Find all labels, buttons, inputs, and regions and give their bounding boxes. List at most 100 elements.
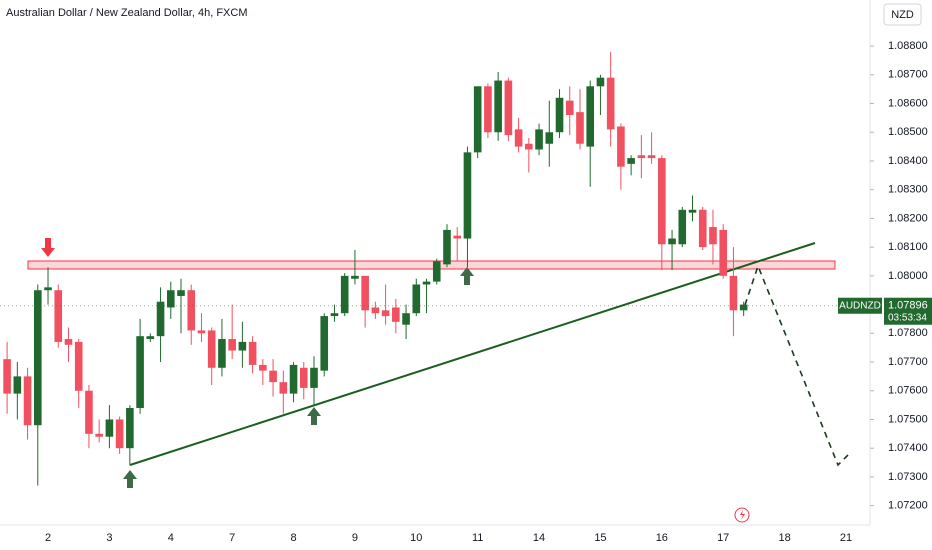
y-tick-label: 1.08800 [888, 40, 928, 52]
candle-body [146, 336, 155, 340]
candle-body [647, 155, 656, 159]
x-tick-label: 21 [840, 532, 852, 544]
y-tick-label: 1.07400 [888, 442, 928, 454]
candle-body [299, 367, 308, 388]
candle-body [218, 339, 226, 368]
candle-body [361, 275, 369, 311]
resistance-zone [27, 260, 836, 270]
candle-body [115, 419, 124, 449]
candle-body [33, 290, 42, 426]
x-tick-label: 14 [533, 532, 545, 544]
candle-body [381, 310, 390, 317]
candle-body [197, 330, 206, 334]
candle-body [504, 80, 513, 136]
candle-body [310, 367, 318, 388]
x-tick-label: 4 [168, 532, 174, 544]
candle-body [494, 80, 502, 133]
candle-body [596, 77, 605, 87]
y-tick-label: 1.08700 [888, 69, 928, 81]
candle-body [95, 433, 103, 437]
candle-body [54, 290, 63, 342]
candle-body [709, 227, 717, 245]
projection-line [744, 263, 849, 467]
candle-body [688, 209, 697, 213]
x-tick-label: 18 [778, 532, 790, 544]
candle-body [44, 287, 52, 291]
x-tick-label: 10 [410, 532, 422, 544]
currency-label[interactable]: NZD [891, 9, 914, 21]
candle-body [156, 301, 165, 337]
candle-body [484, 86, 492, 133]
up-arrow [307, 407, 321, 425]
y-tick-label: 1.07300 [888, 471, 928, 483]
candle-body [729, 275, 738, 311]
x-tick-label: 8 [290, 532, 296, 544]
candle-body [187, 290, 196, 331]
candle-body [698, 209, 707, 248]
x-tick-label: 3 [106, 532, 112, 544]
candle-body [136, 336, 144, 408]
event-icon-bolt [740, 510, 745, 520]
candle-body [432, 261, 441, 282]
candle-body [3, 359, 11, 394]
candle-body [105, 419, 114, 437]
y-tick-label: 1.08100 [888, 241, 928, 253]
y-tick-label: 1.08400 [888, 155, 928, 167]
candle-body [340, 275, 349, 314]
price-tag [884, 297, 932, 325]
candle-body [228, 339, 236, 351]
last-price-label: 1.07896 [888, 300, 928, 312]
candle-body [525, 143, 533, 150]
y-tick-label: 1.08600 [888, 97, 928, 109]
candle-body [473, 86, 482, 153]
candle-body [565, 100, 574, 116]
candle-body [23, 376, 32, 426]
candle-body [279, 382, 288, 394]
y-tick-label: 1.07800 [888, 327, 928, 339]
down-arrow [41, 238, 55, 257]
y-tick-label: 1.07600 [888, 385, 928, 397]
candle-body [412, 284, 421, 314]
up-arrow [123, 470, 137, 488]
candle-body [320, 316, 329, 371]
chart-title: Australian Dollar / New Zealand Dollar, … [6, 7, 247, 19]
candle-body [453, 235, 462, 239]
candle-body [330, 313, 339, 317]
event-icon[interactable] [734, 507, 750, 523]
y-tick-label: 1.08000 [888, 270, 928, 282]
candle-body [126, 407, 134, 449]
candle-body [678, 209, 687, 245]
candle-body [351, 275, 359, 279]
countdown-label: 03:53:34 [888, 312, 927, 323]
trend-line [129, 242, 816, 466]
candle-body [576, 112, 584, 144]
y-tick-label: 1.07200 [888, 500, 928, 512]
up-arrow [460, 267, 474, 285]
candle-body [166, 290, 175, 308]
candle-body [668, 238, 676, 245]
candle-body [64, 339, 73, 345]
candle-body [177, 290, 185, 296]
candle-body [719, 229, 727, 276]
candle-body [85, 390, 93, 434]
candle-body [371, 307, 380, 314]
candle-body [269, 370, 277, 383]
candle-body [658, 158, 666, 245]
candle-body [402, 313, 410, 325]
y-tick-label: 1.07500 [888, 413, 928, 425]
candle-body [13, 376, 22, 394]
candle-body [238, 341, 247, 351]
annotations [27, 238, 849, 523]
currency-button[interactable] [883, 3, 922, 26]
candle-body [463, 152, 472, 239]
candle-body [392, 307, 400, 322]
candle-body [637, 155, 646, 159]
candle-body [739, 304, 748, 311]
candle-body [259, 364, 267, 371]
x-tick-label: 11 [472, 532, 483, 544]
x-tick-label: 7 [229, 532, 235, 544]
x-tick-label: 16 [656, 532, 668, 544]
candle-body [207, 330, 216, 368]
candle-body [248, 341, 257, 365]
